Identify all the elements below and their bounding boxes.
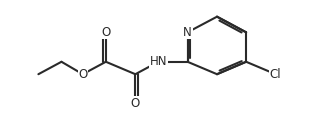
Text: O: O — [78, 68, 87, 81]
Text: O: O — [131, 97, 140, 110]
Text: N: N — [183, 26, 192, 39]
Text: Cl: Cl — [270, 68, 281, 81]
Text: O: O — [101, 26, 111, 39]
Text: HN: HN — [150, 55, 167, 68]
